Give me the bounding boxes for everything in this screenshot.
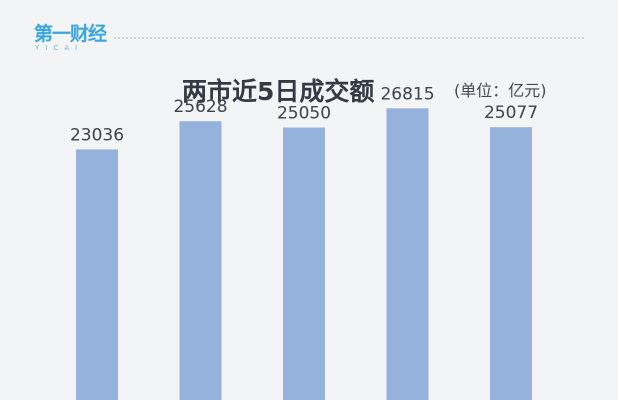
logo-wordmark: 第一财经	[34, 23, 107, 45]
bar-4	[386, 108, 429, 400]
chart-unit-label: (单位：亿元)	[454, 81, 547, 100]
bar-value-label-4: 26815	[380, 84, 434, 104]
header-divider	[114, 37, 584, 39]
yicai-logo: 第一财经 YICAI	[34, 23, 114, 53]
bar-value-label-3: 25050	[277, 104, 331, 124]
bar-3	[283, 127, 325, 400]
bar-value-label-2: 25628	[173, 97, 227, 117]
chart-title: 两市近5日成交额	[182, 77, 375, 106]
bar-value-label-5: 25077	[484, 103, 538, 123]
bar-1	[76, 149, 118, 400]
bar-5	[490, 127, 532, 400]
bar-2	[179, 121, 222, 400]
bar-value-label-1: 23036	[70, 125, 124, 145]
logo-subtext: YICAI	[35, 44, 84, 52]
